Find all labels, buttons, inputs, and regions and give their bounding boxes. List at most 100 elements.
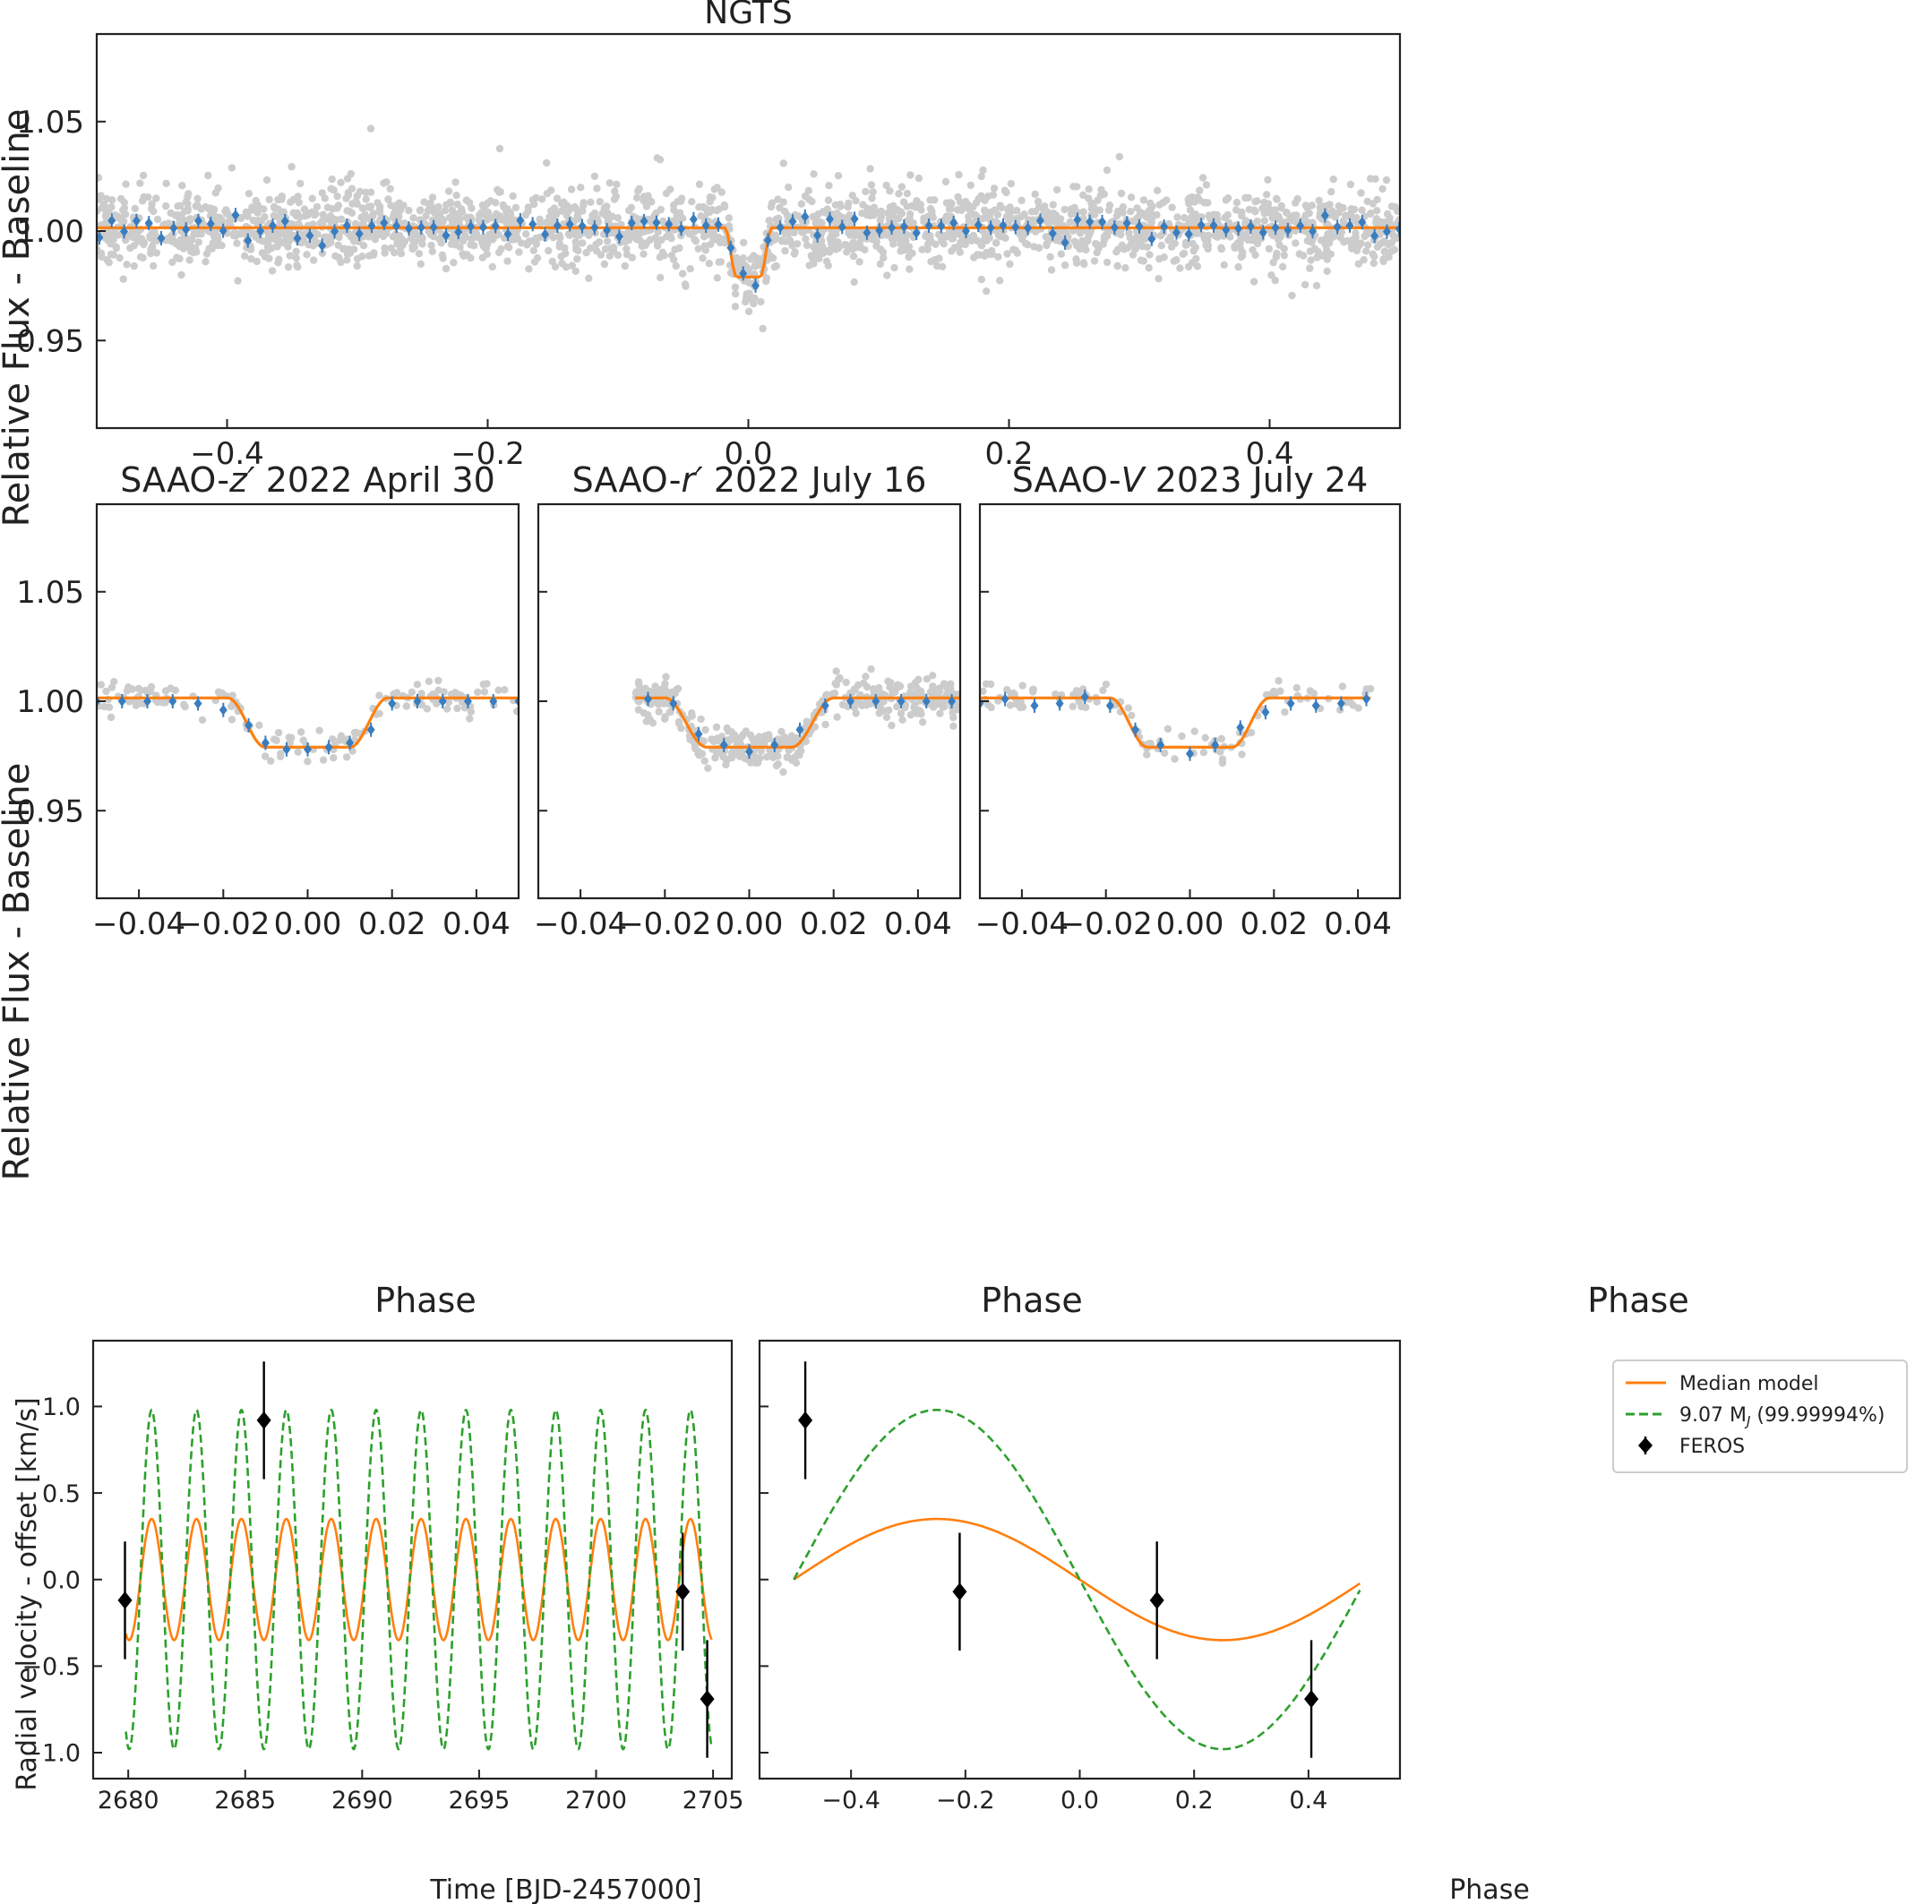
saao_z-raw-point [294, 748, 302, 756]
ngts-raw-point [1035, 244, 1043, 252]
saao_v-raw-point [1161, 749, 1169, 758]
ngts-raw-point [1234, 262, 1242, 271]
ngts-raw-point [674, 197, 682, 206]
ngts-binned-point [1122, 218, 1131, 229]
ngts-raw-point [537, 195, 546, 203]
saao_z-binned-point [438, 696, 447, 707]
ngts-raw-point [524, 207, 532, 215]
ngts-raw-point [458, 205, 466, 213]
ngts-raw-point [167, 237, 176, 245]
ngts-raw-point [1060, 261, 1069, 270]
ngts-raw-point [970, 210, 979, 219]
ngts-raw-point [478, 238, 486, 247]
ngts-raw-point [380, 179, 388, 187]
ngts-binned-point [801, 210, 810, 222]
ngts-raw-point [1385, 253, 1393, 262]
ngts-raw-point [553, 194, 562, 202]
rv_time-rv-point [117, 1591, 133, 1609]
ngts-raw-point [965, 218, 973, 227]
ngts-raw-point [1155, 275, 1163, 283]
saao_z-raw-point [153, 698, 161, 707]
ngts-raw-point [801, 192, 810, 201]
saao_z-raw-point [512, 708, 519, 716]
ngts-raw-point [1032, 227, 1040, 236]
ngts-raw-point [675, 244, 683, 253]
ngts-raw-point [573, 254, 581, 263]
ngts-raw-point [772, 216, 781, 224]
ngts-binned-point [1024, 222, 1033, 234]
ngts-raw-point [949, 235, 957, 243]
ngts-binned-point [652, 217, 661, 228]
ngts-raw-point [1289, 217, 1298, 225]
ngts-raw-point [751, 262, 760, 270]
saao_z-raw-point [375, 709, 383, 717]
ngts-raw-point [1216, 230, 1224, 238]
saao_v-raw-point [1099, 686, 1107, 695]
ngts-raw-point [441, 207, 450, 215]
saao_z-binned-point [261, 737, 270, 749]
ngts-binned-point [1209, 219, 1218, 231]
ngts-ytick-label: 1.00 [16, 214, 84, 250]
ngts-raw-point [955, 170, 963, 179]
ngts-raw-point [1172, 256, 1181, 264]
saao_r-raw-point [674, 717, 683, 726]
ngts-raw-point [247, 254, 255, 263]
ngts-raw-point [1003, 250, 1011, 258]
saao_r-raw-point [694, 750, 702, 758]
ngts-binned-point [454, 227, 463, 238]
ngts-raw-point [1189, 246, 1198, 255]
ngts-binned-point [442, 229, 451, 241]
ngts-raw-point [335, 233, 343, 242]
ngts-raw-point [117, 214, 125, 222]
saao_r-title: SAAO-r′ 2022 July 16 [572, 460, 927, 500]
ngts-raw-point [1119, 209, 1127, 217]
ngts-raw-point [178, 182, 186, 190]
ngts-raw-point [1013, 206, 1021, 215]
ngts-raw-point [1184, 262, 1193, 271]
ngts-raw-point [896, 234, 904, 243]
saao_v-binned-point [1030, 699, 1039, 711]
ngts-raw-point [781, 246, 789, 255]
saao_z-raw-point [272, 736, 280, 744]
saao-v-xlabel: Phase [1587, 1281, 1688, 1320]
ngts-binned-point [924, 219, 933, 231]
saao_z-ytick-label: 0.95 [16, 793, 84, 829]
ngts-raw-point [819, 208, 827, 216]
ngts-raw-point [709, 235, 717, 243]
saao_v-raw-point [987, 680, 995, 689]
ngts-raw-point [1002, 188, 1010, 197]
rv_time-series-median-line [125, 1517, 713, 1642]
ngts-raw-point [268, 267, 277, 275]
ngts-raw-point [1118, 241, 1126, 249]
ngts-raw-point [982, 209, 990, 218]
ngts-raw-point [1060, 205, 1069, 214]
ngts-ytick-label: 1.05 [16, 105, 84, 141]
saao_z-raw-point [216, 690, 224, 699]
ngts-raw-point [1112, 211, 1121, 220]
saao_r-raw-point [783, 753, 791, 761]
ngts-binned-point [182, 224, 191, 236]
saao_v-raw-point [1128, 711, 1136, 720]
ngts-raw-point [837, 215, 846, 223]
ngts-raw-point [253, 202, 262, 210]
saao_r-raw-point [767, 747, 776, 755]
ngts-raw-point [1260, 217, 1269, 225]
saao_v-raw-point [1146, 739, 1155, 748]
ngts-raw-point [148, 200, 156, 208]
ngts-raw-point [899, 198, 908, 206]
saao_r-axes: −0.04−0.02 0.00 0.02 0.04 SAAO-r′ 2022 July … [534, 460, 962, 942]
ngts-raw-point [1268, 214, 1276, 222]
saao_v-raw-point [1018, 682, 1026, 690]
ngts-raw-point [1381, 247, 1389, 255]
rv_time-ytick-label: 0.0 [42, 1566, 81, 1594]
saao_z-raw-point [434, 676, 442, 685]
ngts-binned-point [1234, 223, 1243, 235]
saao_v-frame [978, 502, 1402, 900]
saao_z-binned-point [413, 696, 422, 707]
ngts-raw-point [977, 275, 986, 284]
ngts-raw-point [396, 232, 404, 240]
ngts-raw-point [1160, 253, 1168, 262]
ngts-raw-point [926, 204, 935, 213]
ngts-binned-point [751, 279, 760, 291]
saao_z-raw-point [97, 681, 106, 689]
